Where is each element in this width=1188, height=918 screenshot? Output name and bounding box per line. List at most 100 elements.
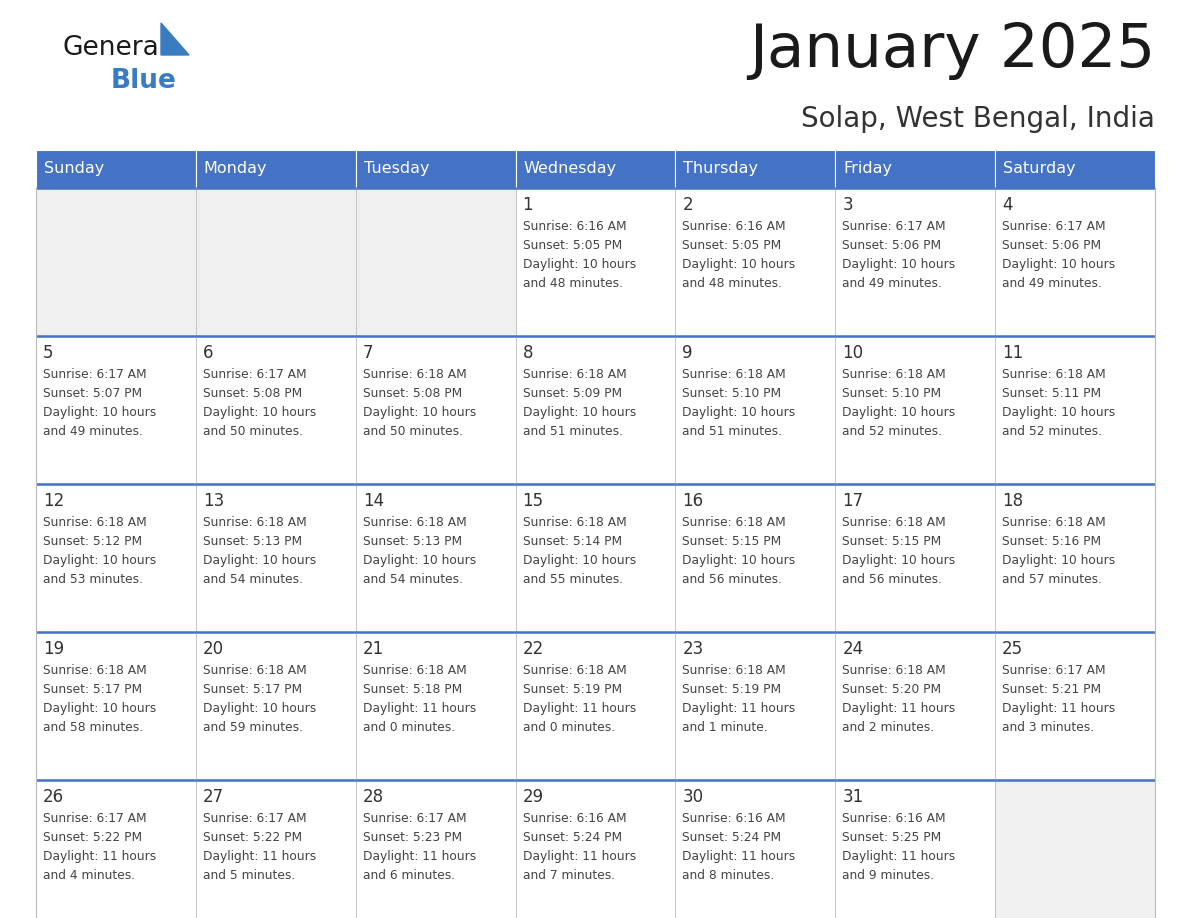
Text: 30: 30 (682, 788, 703, 806)
Text: Daylight: 11 hours: Daylight: 11 hours (523, 702, 636, 715)
Text: Sunset: 5:22 PM: Sunset: 5:22 PM (43, 831, 143, 844)
Text: 31: 31 (842, 788, 864, 806)
Bar (36, 484, 196, 632)
Text: Sunrise: 6:18 AM: Sunrise: 6:18 AM (362, 368, 467, 381)
Text: Daylight: 10 hours: Daylight: 10 hours (523, 258, 636, 271)
Text: 25: 25 (1003, 640, 1023, 658)
Text: 6: 6 (203, 344, 214, 362)
Text: Sunrise: 6:18 AM: Sunrise: 6:18 AM (203, 516, 307, 529)
Text: Daylight: 10 hours: Daylight: 10 hours (203, 406, 316, 419)
Text: Sunrise: 6:16 AM: Sunrise: 6:16 AM (523, 220, 626, 233)
Text: 2: 2 (682, 196, 693, 214)
Text: and 52 minutes.: and 52 minutes. (842, 425, 942, 438)
Text: 7: 7 (362, 344, 373, 362)
Text: Sunset: 5:20 PM: Sunset: 5:20 PM (842, 683, 941, 696)
Bar (835, 336, 996, 484)
Bar (516, 632, 676, 780)
Text: Sunset: 5:24 PM: Sunset: 5:24 PM (682, 831, 782, 844)
Text: Sunset: 5:10 PM: Sunset: 5:10 PM (842, 387, 941, 400)
Text: Sunset: 5:10 PM: Sunset: 5:10 PM (682, 387, 782, 400)
Text: Sunrise: 6:18 AM: Sunrise: 6:18 AM (362, 516, 467, 529)
Text: Sunset: 5:15 PM: Sunset: 5:15 PM (682, 535, 782, 548)
Text: Sunrise: 6:16 AM: Sunrise: 6:16 AM (682, 220, 786, 233)
Text: Sunset: 5:25 PM: Sunset: 5:25 PM (842, 831, 942, 844)
Text: 22: 22 (523, 640, 544, 658)
Text: Sunset: 5:19 PM: Sunset: 5:19 PM (523, 683, 621, 696)
Text: and 54 minutes.: and 54 minutes. (362, 573, 462, 586)
Text: Daylight: 10 hours: Daylight: 10 hours (523, 554, 636, 567)
Text: 1: 1 (523, 196, 533, 214)
Text: and 4 minutes.: and 4 minutes. (43, 869, 135, 882)
Text: Blue: Blue (110, 68, 177, 94)
Text: and 59 minutes.: and 59 minutes. (203, 721, 303, 734)
Text: Sunrise: 6:17 AM: Sunrise: 6:17 AM (1003, 664, 1106, 677)
Text: Daylight: 10 hours: Daylight: 10 hours (842, 406, 955, 419)
Text: Daylight: 11 hours: Daylight: 11 hours (682, 702, 796, 715)
Bar (835, 780, 996, 918)
Text: Sunrise: 6:18 AM: Sunrise: 6:18 AM (682, 516, 786, 529)
Text: 23: 23 (682, 640, 703, 658)
Text: and 51 minutes.: and 51 minutes. (523, 425, 623, 438)
Text: Daylight: 10 hours: Daylight: 10 hours (43, 406, 157, 419)
Text: and 0 minutes.: and 0 minutes. (362, 721, 455, 734)
Text: Sunset: 5:09 PM: Sunset: 5:09 PM (523, 387, 621, 400)
Text: Sunset: 5:13 PM: Sunset: 5:13 PM (362, 535, 462, 548)
Bar (516, 780, 676, 918)
Text: 20: 20 (203, 640, 225, 658)
Text: General: General (62, 35, 166, 61)
Text: Daylight: 10 hours: Daylight: 10 hours (682, 554, 796, 567)
Text: Sunset: 5:18 PM: Sunset: 5:18 PM (362, 683, 462, 696)
Bar (835, 188, 996, 336)
Text: Sunrise: 6:18 AM: Sunrise: 6:18 AM (842, 516, 946, 529)
Text: Sunset: 5:23 PM: Sunset: 5:23 PM (362, 831, 462, 844)
Text: and 54 minutes.: and 54 minutes. (203, 573, 303, 586)
Text: and 49 minutes.: and 49 minutes. (1003, 277, 1102, 290)
Bar (355, 188, 516, 336)
Text: and 6 minutes.: and 6 minutes. (362, 869, 455, 882)
Text: Sunrise: 6:18 AM: Sunrise: 6:18 AM (1003, 368, 1106, 381)
Text: Sunset: 5:05 PM: Sunset: 5:05 PM (682, 239, 782, 252)
Text: and 50 minutes.: and 50 minutes. (203, 425, 303, 438)
Text: Sunrise: 6:16 AM: Sunrise: 6:16 AM (523, 812, 626, 825)
Text: 19: 19 (43, 640, 64, 658)
Text: Sunset: 5:08 PM: Sunset: 5:08 PM (362, 387, 462, 400)
Text: Tuesday: Tuesday (364, 162, 429, 176)
Text: Sunrise: 6:17 AM: Sunrise: 6:17 AM (362, 812, 467, 825)
Text: and 57 minutes.: and 57 minutes. (1003, 573, 1102, 586)
Text: 27: 27 (203, 788, 225, 806)
Text: Sunset: 5:07 PM: Sunset: 5:07 PM (43, 387, 143, 400)
Text: Sunset: 5:06 PM: Sunset: 5:06 PM (1003, 239, 1101, 252)
Text: 5: 5 (43, 344, 53, 362)
Bar (36, 336, 196, 484)
Text: 11: 11 (1003, 344, 1023, 362)
Bar (676, 150, 835, 188)
Text: Daylight: 10 hours: Daylight: 10 hours (43, 702, 157, 715)
Text: Daylight: 11 hours: Daylight: 11 hours (682, 850, 796, 863)
Bar (355, 336, 516, 484)
Text: and 49 minutes.: and 49 minutes. (842, 277, 942, 290)
Bar (355, 632, 516, 780)
Text: 15: 15 (523, 492, 544, 510)
Text: 14: 14 (362, 492, 384, 510)
Bar (996, 336, 1155, 484)
Text: Sunrise: 6:18 AM: Sunrise: 6:18 AM (842, 664, 946, 677)
Text: 28: 28 (362, 788, 384, 806)
Text: Sunrise: 6:18 AM: Sunrise: 6:18 AM (842, 368, 946, 381)
Text: 16: 16 (682, 492, 703, 510)
Bar (36, 780, 196, 918)
Polygon shape (162, 23, 189, 55)
Text: Sunset: 5:15 PM: Sunset: 5:15 PM (842, 535, 942, 548)
Text: Daylight: 11 hours: Daylight: 11 hours (43, 850, 157, 863)
Text: 18: 18 (1003, 492, 1023, 510)
Bar (835, 632, 996, 780)
Text: 3: 3 (842, 196, 853, 214)
Bar (996, 632, 1155, 780)
Bar (996, 484, 1155, 632)
Text: Daylight: 10 hours: Daylight: 10 hours (523, 406, 636, 419)
Text: Sunset: 5:16 PM: Sunset: 5:16 PM (1003, 535, 1101, 548)
Text: 26: 26 (43, 788, 64, 806)
Text: Daylight: 11 hours: Daylight: 11 hours (842, 850, 955, 863)
Text: Sunrise: 6:18 AM: Sunrise: 6:18 AM (43, 516, 147, 529)
Text: Friday: Friday (843, 162, 892, 176)
Text: and 5 minutes.: and 5 minutes. (203, 869, 295, 882)
